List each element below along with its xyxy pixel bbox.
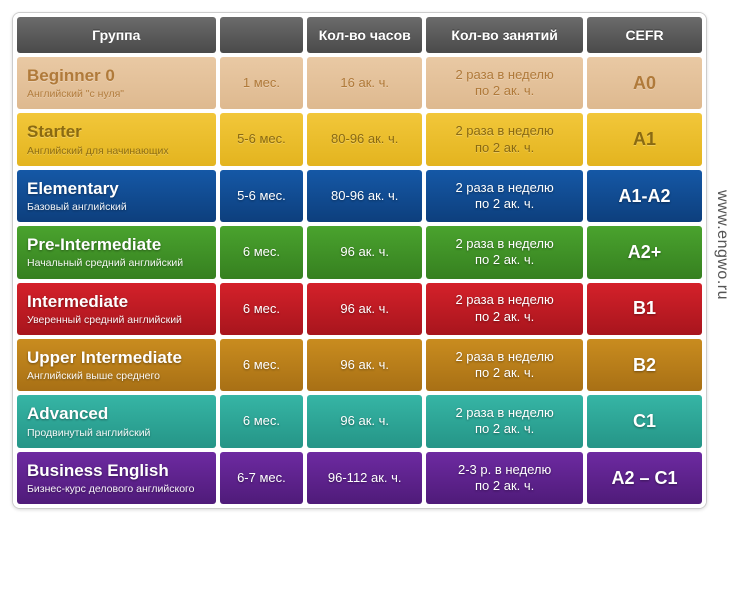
level-subtitle: Бизнес-курс делового английского: [27, 483, 206, 496]
cell-hours: 16 ак. ч.: [307, 57, 422, 109]
cell-duration: 6 мес.: [220, 283, 304, 335]
level-subtitle: Продвинутый английский: [27, 427, 206, 440]
level-title: Upper Intermediate: [27, 347, 206, 368]
cell-hours: 96 ак. ч.: [307, 283, 422, 335]
level-subtitle: Начальный средний английский: [27, 257, 206, 270]
table-row: Intermediate Уверенный средний английский…: [17, 283, 702, 335]
cell-hours: 80-96 ак. ч.: [307, 113, 422, 165]
header-duration: [220, 17, 304, 53]
levels-table-container: Группа Кол-во часов Кол-во занятий CEFR …: [12, 12, 707, 509]
cell-group: Upper Intermediate Английский выше средне…: [17, 339, 216, 391]
cell-hours: 96-112 ак. ч.: [307, 452, 422, 504]
level-title: Business English: [27, 460, 206, 481]
cell-cefr: C1: [587, 395, 702, 447]
level-subtitle: Английский "с нуля": [27, 88, 206, 101]
cell-group: Business English Бизнес-курс делового анг…: [17, 452, 216, 504]
cell-lessons: 2 раза в неделюпо 2 ак. ч.: [426, 395, 583, 447]
cell-lessons: 2 раза в неделюпо 2 ак. ч.: [426, 113, 583, 165]
level-subtitle: Базовый английский: [27, 201, 206, 214]
table-row: Elementary Базовый английский 5-6 мес.80-9…: [17, 170, 702, 222]
level-title: Intermediate: [27, 291, 206, 312]
table-row: Advanced Продвинутый английский 6 мес.96 а…: [17, 395, 702, 447]
cell-duration: 6 мес.: [220, 339, 304, 391]
table-row: Beginner 0 Английский "с нуля" 1 мес.16 ак…: [17, 57, 702, 109]
header-cefr: CEFR: [587, 17, 702, 53]
cell-group: Starter Английский для начинающих: [17, 113, 216, 165]
level-title: Starter: [27, 121, 206, 142]
cell-hours: 96 ак. ч.: [307, 395, 422, 447]
cell-cefr: A1: [587, 113, 702, 165]
cell-lessons: 2 раза в неделюпо 2 ак. ч.: [426, 339, 583, 391]
level-title: Elementary: [27, 178, 206, 199]
table-row: Starter Английский для начинающих 5-6 мес.…: [17, 113, 702, 165]
cell-lessons: 2 раза в неделюпо 2 ак. ч.: [426, 226, 583, 278]
cell-duration: 6-7 мес.: [220, 452, 304, 504]
level-subtitle: Английский выше среднего: [27, 370, 206, 383]
header-hours: Кол-во часов: [307, 17, 422, 53]
cell-hours: 96 ак. ч.: [307, 226, 422, 278]
table-body: Beginner 0 Английский "с нуля" 1 мес.16 ак…: [17, 57, 702, 504]
cell-cefr: A0: [587, 57, 702, 109]
cell-cefr: A2+: [587, 226, 702, 278]
cell-duration: 6 мес.: [220, 395, 304, 447]
cell-cefr: A1-A2: [587, 170, 702, 222]
cell-lessons: 2-3 р. в неделюпо 2 ак. ч.: [426, 452, 583, 504]
level-title: Pre-Intermediate: [27, 234, 206, 255]
level-title: Beginner 0: [27, 65, 206, 86]
cell-group: Beginner 0 Английский "с нуля": [17, 57, 216, 109]
cell-cefr: B1: [587, 283, 702, 335]
level-title: Advanced: [27, 403, 206, 424]
cell-hours: 80-96 ак. ч.: [307, 170, 422, 222]
table-row: Business English Бизнес-курс делового анг…: [17, 452, 702, 504]
cell-group: Advanced Продвинутый английский: [17, 395, 216, 447]
watermark-text: www.engwo.ru: [713, 190, 731, 300]
table-header-row: Группа Кол-во часов Кол-во занятий CEFR: [17, 17, 702, 53]
cell-group: Intermediate Уверенный средний английский: [17, 283, 216, 335]
cell-duration: 5-6 мес.: [220, 170, 304, 222]
level-subtitle: Английский для начинающих: [27, 145, 206, 158]
header-group: Группа: [17, 17, 216, 53]
cell-lessons: 2 раза в неделюпо 2 ак. ч.: [426, 283, 583, 335]
cell-cefr: B2: [587, 339, 702, 391]
levels-table: Группа Кол-во часов Кол-во занятий CEFR …: [13, 13, 706, 508]
cell-group: Pre-Intermediate Начальный средний англий…: [17, 226, 216, 278]
cell-cefr: A2 – C1: [587, 452, 702, 504]
cell-duration: 1 мес.: [220, 57, 304, 109]
level-subtitle: Уверенный средний английский: [27, 314, 206, 327]
cell-group: Elementary Базовый английский: [17, 170, 216, 222]
table-row: Upper Intermediate Английский выше средне…: [17, 339, 702, 391]
cell-lessons: 2 раза в неделюпо 2 ак. ч.: [426, 170, 583, 222]
header-lessons: Кол-во занятий: [426, 17, 583, 53]
cell-duration: 6 мес.: [220, 226, 304, 278]
cell-lessons: 2 раза в неделюпо 2 ак. ч.: [426, 57, 583, 109]
cell-hours: 96 ак. ч.: [307, 339, 422, 391]
cell-duration: 5-6 мес.: [220, 113, 304, 165]
table-row: Pre-Intermediate Начальный средний англий…: [17, 226, 702, 278]
